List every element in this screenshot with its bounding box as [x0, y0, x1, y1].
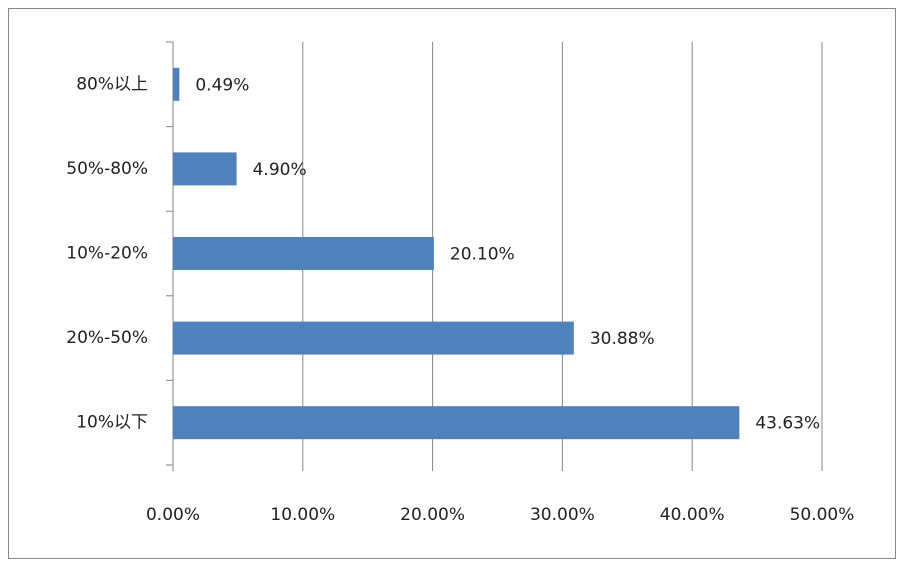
- y-tick-label: 50%-80%: [66, 159, 148, 179]
- y-tick-label: 10%以下: [76, 413, 148, 433]
- x-tick-label: 50.00%: [790, 505, 855, 525]
- data-label: 20.10%: [450, 245, 515, 265]
- bar: [173, 237, 434, 270]
- x-tick-label: 20.00%: [400, 505, 465, 525]
- data-label: 4.90%: [253, 160, 307, 180]
- data-label: 43.63%: [755, 414, 820, 434]
- chart-frame: [8, 8, 896, 559]
- y-tick-label: 80%以上: [76, 74, 148, 94]
- y-tick-label: 20%-50%: [66, 328, 148, 348]
- bar: [173, 152, 237, 186]
- data-label: 0.49%: [195, 75, 249, 95]
- x-tick-label: 10.00%: [270, 505, 335, 525]
- bar: [173, 67, 180, 101]
- data-label: 30.88%: [590, 329, 655, 349]
- bar: [173, 321, 574, 355]
- bar: [173, 406, 740, 440]
- x-tick-label: 0.00%: [146, 505, 200, 525]
- y-tick-label: 10%-20%: [66, 244, 148, 264]
- x-tick-label: 40.00%: [660, 505, 725, 525]
- x-tick-label: 30.00%: [530, 505, 595, 525]
